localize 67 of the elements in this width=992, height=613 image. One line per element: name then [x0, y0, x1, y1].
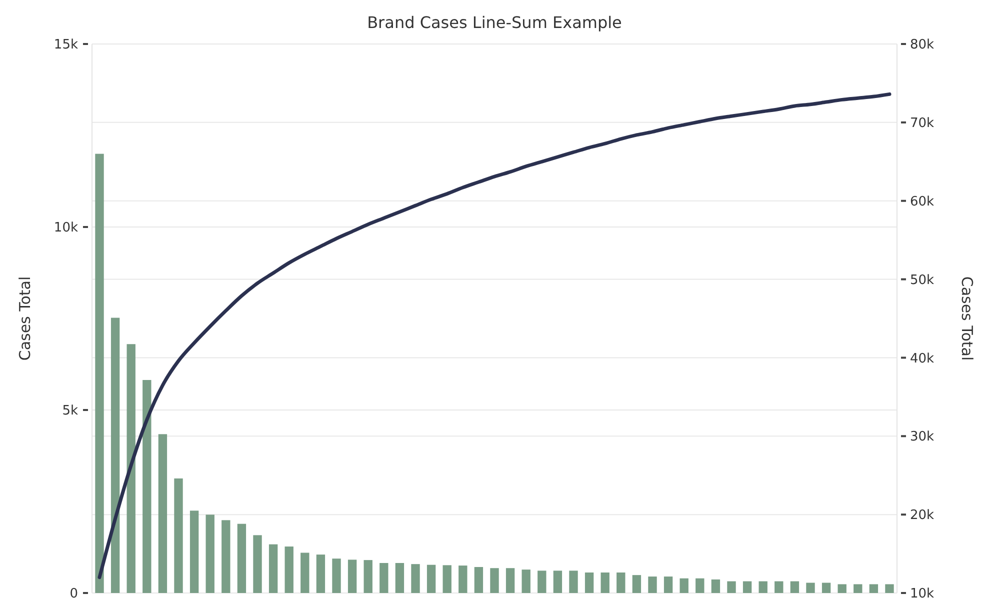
- bar: [869, 584, 878, 593]
- bar: [348, 560, 357, 593]
- bar: [569, 570, 578, 593]
- bar: [126, 344, 136, 593]
- bar: [222, 520, 230, 593]
- bar: [95, 154, 104, 593]
- bar: [616, 572, 626, 593]
- bar: [458, 566, 468, 593]
- y2-tick-label: 30k: [910, 430, 935, 445]
- bar: [380, 562, 388, 593]
- bar: [664, 576, 673, 593]
- bar: [885, 584, 894, 593]
- bar: [506, 568, 515, 593]
- y2-tick-label: 10k: [910, 586, 935, 602]
- bar: [268, 544, 278, 593]
- bar: [790, 581, 800, 593]
- bar: [854, 584, 862, 593]
- bar: [632, 575, 642, 593]
- bar: [727, 581, 736, 593]
- y-tick-label: 0: [70, 586, 78, 602]
- bar: [364, 560, 372, 593]
- bar: [316, 554, 326, 593]
- bar: [426, 564, 436, 593]
- bar: [332, 558, 341, 593]
- bar: [680, 578, 688, 593]
- y-tick-label: 5k: [62, 404, 78, 419]
- bar: [442, 565, 452, 593]
- bar: [411, 564, 420, 593]
- bar: [538, 570, 546, 593]
- bar: [474, 567, 484, 593]
- line-series: [98, 92, 892, 580]
- y-tick-label: 10k: [54, 220, 78, 236]
- bar: [838, 584, 846, 593]
- bar: [206, 514, 214, 593]
- bar: [806, 582, 815, 593]
- bar: [584, 572, 594, 593]
- bar: [253, 535, 262, 593]
- y2-axis-title: Cases Total: [958, 276, 976, 361]
- bar: [190, 510, 199, 593]
- bar: [110, 318, 120, 593]
- y2-tick-label: 20k: [910, 508, 935, 524]
- bar: [284, 546, 294, 593]
- bar: [696, 578, 704, 593]
- bar: [742, 581, 752, 593]
- bar: [300, 552, 310, 593]
- y2-tick-label: 80k: [910, 38, 935, 53]
- bar: [237, 524, 246, 593]
- y-axis-title: Cases Total: [16, 276, 34, 361]
- bar: [553, 570, 562, 593]
- bar: [158, 434, 168, 593]
- y2-tick-label: 70k: [910, 116, 935, 131]
- bar: [774, 581, 784, 593]
- y-tick-label: 15k: [54, 38, 78, 53]
- y2-tick-label: 40k: [910, 351, 935, 366]
- y2-tick-label: 60k: [910, 194, 935, 210]
- bar: [648, 576, 657, 593]
- bar: [142, 380, 152, 593]
- y2-tick-label: 50k: [910, 272, 935, 288]
- chart-title: Brand Cases Line-Sum Example: [367, 13, 622, 32]
- bar: [174, 478, 183, 593]
- bar: [600, 572, 610, 593]
- bar: [395, 562, 404, 593]
- bar: [822, 582, 831, 593]
- bar: [711, 579, 720, 593]
- bar: [758, 581, 768, 593]
- bar: [522, 570, 530, 593]
- bar: [490, 568, 499, 593]
